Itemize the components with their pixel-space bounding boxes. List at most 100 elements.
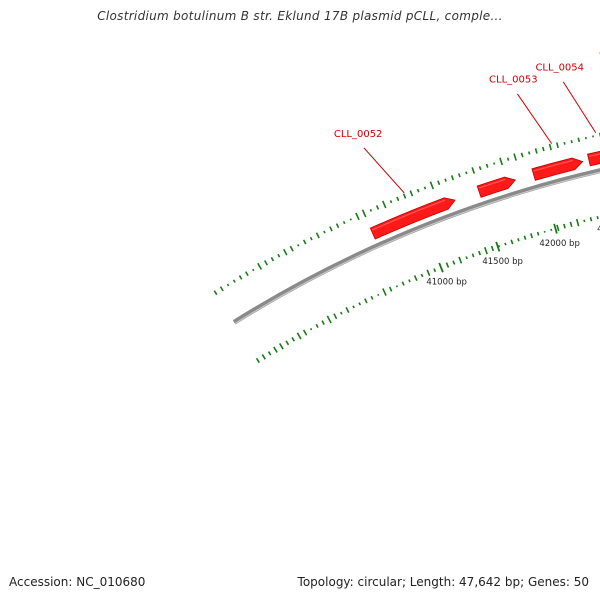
- gc-mark-inner: [352, 305, 355, 309]
- gc-mark-outer: [252, 268, 255, 272]
- gc-mark-inner: [261, 354, 266, 360]
- gc-mark-outer: [409, 190, 414, 197]
- topology-summary: Topology: circular; Length: 47,642 bp; G…: [297, 575, 589, 589]
- gene-arrow[interactable]: [531, 157, 584, 181]
- gc-mark-inner: [583, 219, 586, 223]
- gc-mark-outer: [513, 153, 517, 161]
- gc-mark-outer: [577, 137, 581, 143]
- gc-mark-outer: [375, 205, 380, 210]
- gc-mark-outer: [282, 248, 288, 256]
- gc-mark-outer: [389, 200, 393, 204]
- gc-mark-outer: [232, 279, 236, 283]
- gc-mark-outer: [493, 162, 496, 165]
- gc-mark-inner: [401, 281, 405, 286]
- gc-mark-outer: [563, 142, 566, 145]
- gc-mark-inner: [340, 311, 343, 315]
- backbone-ring: [232, 168, 600, 325]
- gc-mark-outer: [402, 193, 407, 199]
- gc-mark-outer: [396, 196, 400, 202]
- gc-mark-inner: [530, 233, 534, 239]
- gc-mark-outer: [289, 245, 294, 252]
- gc-mark-outer: [485, 163, 489, 168]
- gc-mark-outer: [335, 223, 340, 229]
- gc-mark-outer: [458, 173, 461, 178]
- gc-mark-inner: [291, 337, 295, 342]
- gc-mark-inner: [563, 223, 566, 229]
- gc-mark-inner: [465, 256, 468, 260]
- gc-mark-inner: [550, 228, 553, 231]
- gc-mark-inner: [575, 218, 580, 227]
- gc-content-marks: [213, 132, 600, 364]
- gc-mark-inner: [458, 256, 463, 264]
- gc-mark-inner: [285, 340, 290, 346]
- gene-features: [369, 150, 600, 240]
- gc-mark-inner: [569, 221, 573, 228]
- gc-mark-inner: [523, 235, 527, 240]
- gc-mark-inner: [364, 298, 368, 304]
- gc-mark-inner: [296, 332, 302, 340]
- gc-mark-inner: [273, 346, 278, 353]
- gc-mark-outer: [355, 212, 360, 221]
- gc-mark-inner: [326, 315, 332, 324]
- gene-arrow[interactable]: [587, 150, 600, 167]
- gc-mark-inner: [267, 351, 272, 356]
- gc-mark-inner: [370, 295, 374, 300]
- gc-mark-inner: [517, 238, 520, 242]
- gc-mark-outer: [416, 188, 420, 193]
- gene-arrow[interactable]: [476, 176, 517, 198]
- gc-mark-inner: [333, 313, 338, 320]
- gc-mark-outer: [302, 239, 307, 245]
- gc-mark-outer: [263, 260, 268, 266]
- gc-mark-outer: [361, 209, 367, 218]
- gc-mark-inner: [490, 245, 495, 252]
- gc-mark-outer: [277, 253, 281, 258]
- gc-mark-inner: [471, 253, 475, 258]
- gc-mark-outer: [548, 143, 552, 151]
- scale-tick-label: 41500 bp: [482, 257, 523, 267]
- gene-label[interactable]: CLL_0054: [535, 62, 584, 73]
- gc-mark-inner: [309, 328, 313, 331]
- gc-mark-outer: [506, 157, 510, 161]
- gc-mark-inner: [536, 231, 540, 236]
- backbone-highlight-arc: [234, 171, 600, 325]
- map-title: Clostridium botulinum B str. Eklund 17B …: [97, 9, 503, 23]
- gc-mark-inner: [556, 224, 560, 232]
- gc-mark-outer: [437, 180, 441, 186]
- gc-mark-outer: [342, 220, 346, 225]
- gc-mark-inner: [504, 242, 507, 246]
- gc-mark-outer: [369, 209, 373, 212]
- gc-mark-inner: [420, 273, 424, 278]
- gene-arrow-highlight: [478, 178, 506, 189]
- gc-mark-outer: [471, 167, 476, 174]
- gc-mark-inner: [596, 215, 599, 220]
- gc-mark-outer: [423, 186, 427, 190]
- gene-label[interactable]: CLL_0052: [334, 129, 383, 140]
- gc-mark-inner: [377, 293, 380, 297]
- gc-mark-inner: [426, 269, 431, 276]
- gc-mark-inner: [478, 250, 481, 256]
- scale-tick-label: 42000 bp: [539, 239, 580, 249]
- gene-label-leader: [363, 147, 405, 194]
- gc-mark-inner: [345, 306, 350, 313]
- gene-arrow-highlight: [533, 159, 573, 172]
- gc-mark-inner: [589, 217, 593, 222]
- gc-mark-outer: [570, 139, 573, 144]
- gc-mark-inner: [413, 275, 418, 282]
- gc-mark-inner: [408, 279, 411, 283]
- gene-arrow-highlight: [588, 153, 600, 157]
- gc-mark-inner: [497, 245, 501, 248]
- gc-mark-outer: [349, 218, 352, 221]
- gc-mark-outer: [541, 146, 545, 152]
- gc-mark-outer: [219, 286, 224, 292]
- gene-label[interactable]: CLL_0053: [489, 74, 538, 85]
- gc-mark-inner: [321, 320, 325, 326]
- gc-mark-inner: [255, 357, 260, 364]
- gc-mark-outer: [297, 244, 300, 247]
- gc-mark-outer: [499, 157, 503, 166]
- gc-mark-outer: [520, 152, 524, 158]
- gc-mark-outer: [478, 166, 482, 171]
- gene-arrow[interactable]: [369, 197, 456, 240]
- gc-mark-outer: [450, 175, 455, 181]
